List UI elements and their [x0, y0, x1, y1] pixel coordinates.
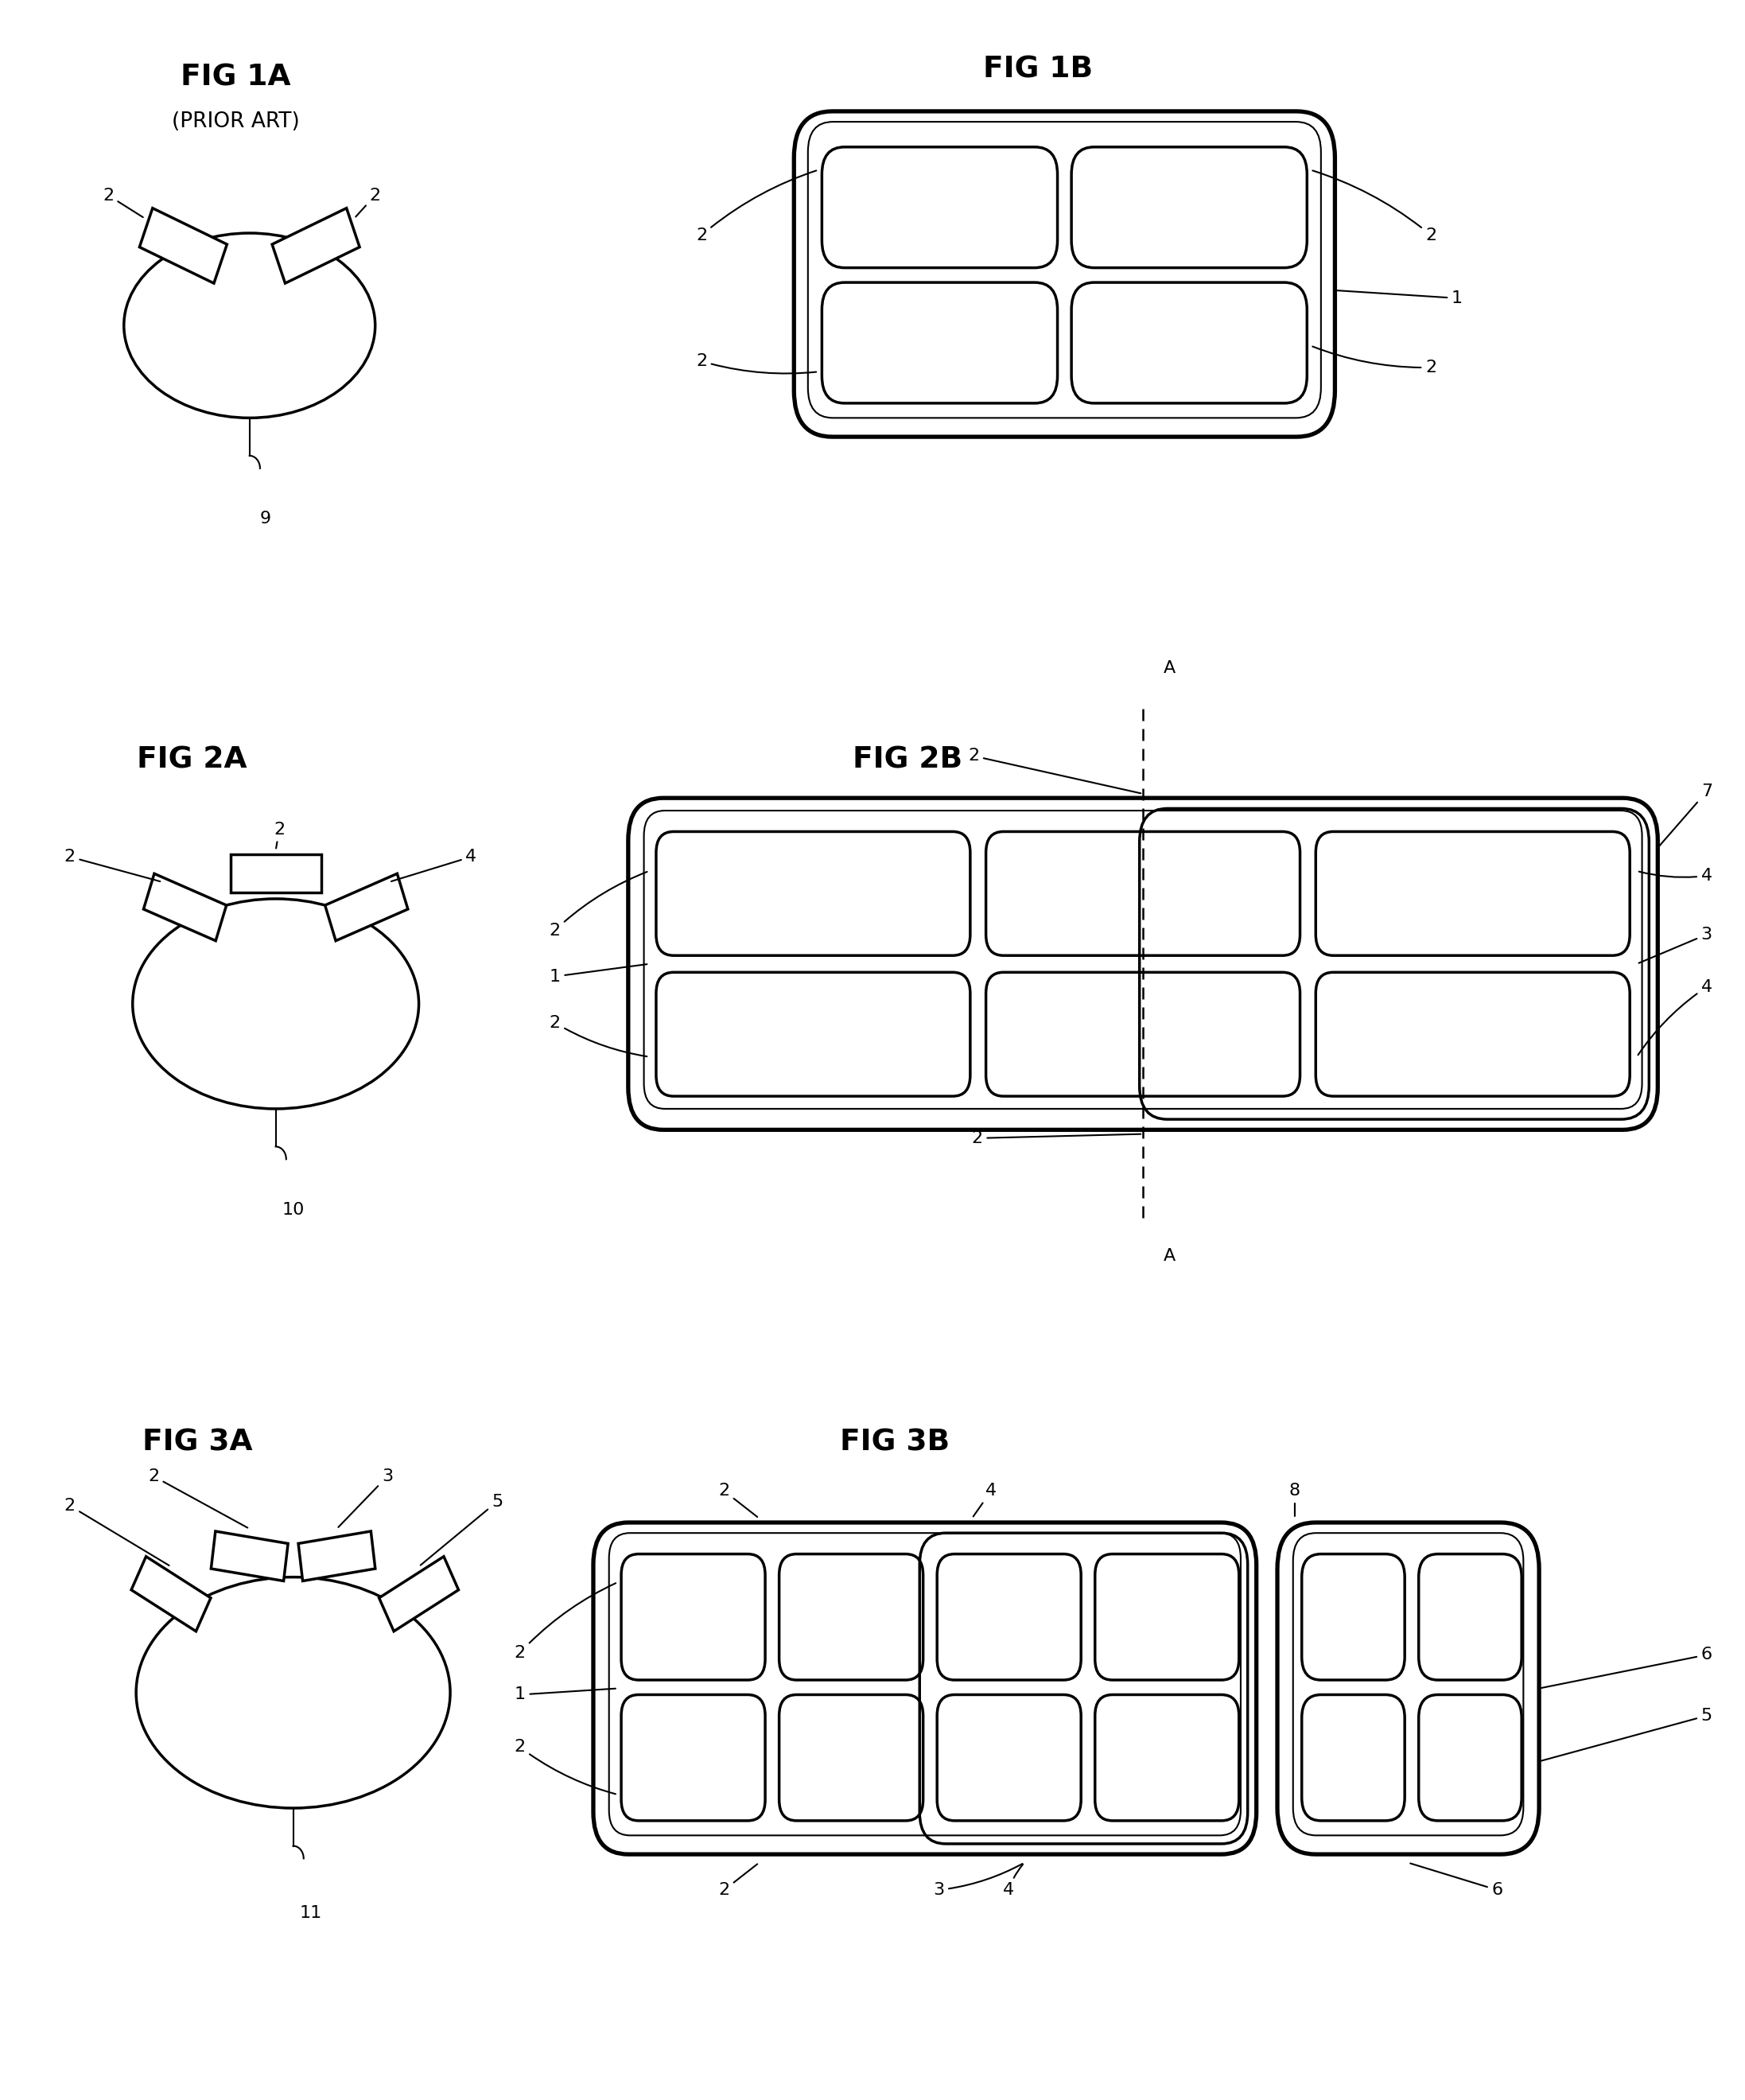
Text: 2: 2 — [719, 1483, 757, 1516]
Text: FIG 1A: FIG 1A — [180, 63, 291, 92]
Text: 2: 2 — [1312, 170, 1436, 244]
Text: 1: 1 — [1337, 290, 1462, 307]
Text: 1: 1 — [515, 1686, 616, 1703]
Text: A: A — [1164, 1247, 1174, 1264]
Text: 2: 2 — [65, 848, 161, 882]
Text: (PRIOR ART): (PRIOR ART) — [171, 111, 300, 132]
Text: 5: 5 — [1541, 1707, 1712, 1760]
Text: 4: 4 — [974, 1483, 996, 1516]
Text: 9: 9 — [260, 510, 270, 527]
Text: 2: 2 — [65, 1497, 169, 1564]
Text: 2: 2 — [274, 821, 284, 848]
Text: 8: 8 — [1290, 1483, 1300, 1516]
Text: 11: 11 — [300, 1905, 321, 1921]
Text: 2: 2 — [515, 1583, 616, 1661]
Polygon shape — [325, 874, 408, 941]
Text: 3: 3 — [339, 1468, 393, 1527]
Text: 2: 2 — [696, 170, 817, 244]
Polygon shape — [379, 1556, 459, 1632]
Text: 10: 10 — [283, 1201, 304, 1218]
FancyBboxPatch shape — [1277, 1522, 1539, 1854]
Text: 1: 1 — [550, 964, 647, 985]
Polygon shape — [230, 855, 321, 892]
Text: 3: 3 — [934, 1865, 1023, 1898]
Text: 2: 2 — [550, 871, 647, 939]
Text: FIG 3A: FIG 3A — [141, 1428, 253, 1457]
Polygon shape — [211, 1531, 288, 1581]
Text: 2: 2 — [515, 1739, 616, 1793]
Text: 7: 7 — [1659, 783, 1712, 846]
Text: 2: 2 — [1312, 346, 1436, 376]
Text: 2: 2 — [972, 1130, 1141, 1147]
Text: 2: 2 — [696, 353, 817, 374]
Text: 2: 2 — [103, 187, 143, 216]
FancyBboxPatch shape — [794, 111, 1335, 437]
Polygon shape — [298, 1531, 375, 1581]
FancyBboxPatch shape — [628, 798, 1658, 1130]
Text: FIG 2B: FIG 2B — [853, 745, 961, 775]
Text: 2: 2 — [719, 1865, 757, 1898]
Text: A: A — [1164, 659, 1174, 676]
Text: 2: 2 — [550, 1014, 647, 1056]
Text: 5: 5 — [421, 1493, 503, 1564]
FancyBboxPatch shape — [593, 1522, 1256, 1854]
Text: 6: 6 — [1541, 1646, 1712, 1688]
Text: 4: 4 — [1003, 1865, 1023, 1898]
Text: 4: 4 — [391, 848, 476, 882]
Polygon shape — [131, 1556, 211, 1632]
Polygon shape — [143, 874, 227, 941]
Text: 4: 4 — [1639, 979, 1712, 1054]
Text: 2: 2 — [148, 1468, 248, 1527]
Polygon shape — [140, 208, 227, 284]
Text: FIG 2A: FIG 2A — [136, 745, 248, 775]
Text: FIG 3B: FIG 3B — [841, 1428, 949, 1457]
Text: FIG 1B: FIG 1B — [984, 55, 1092, 84]
Text: 2: 2 — [968, 748, 1141, 794]
Text: 3: 3 — [1639, 926, 1712, 964]
Text: 2: 2 — [356, 187, 380, 216]
Text: 6: 6 — [1410, 1863, 1502, 1898]
Polygon shape — [272, 208, 359, 284]
Text: 4: 4 — [1639, 867, 1712, 884]
